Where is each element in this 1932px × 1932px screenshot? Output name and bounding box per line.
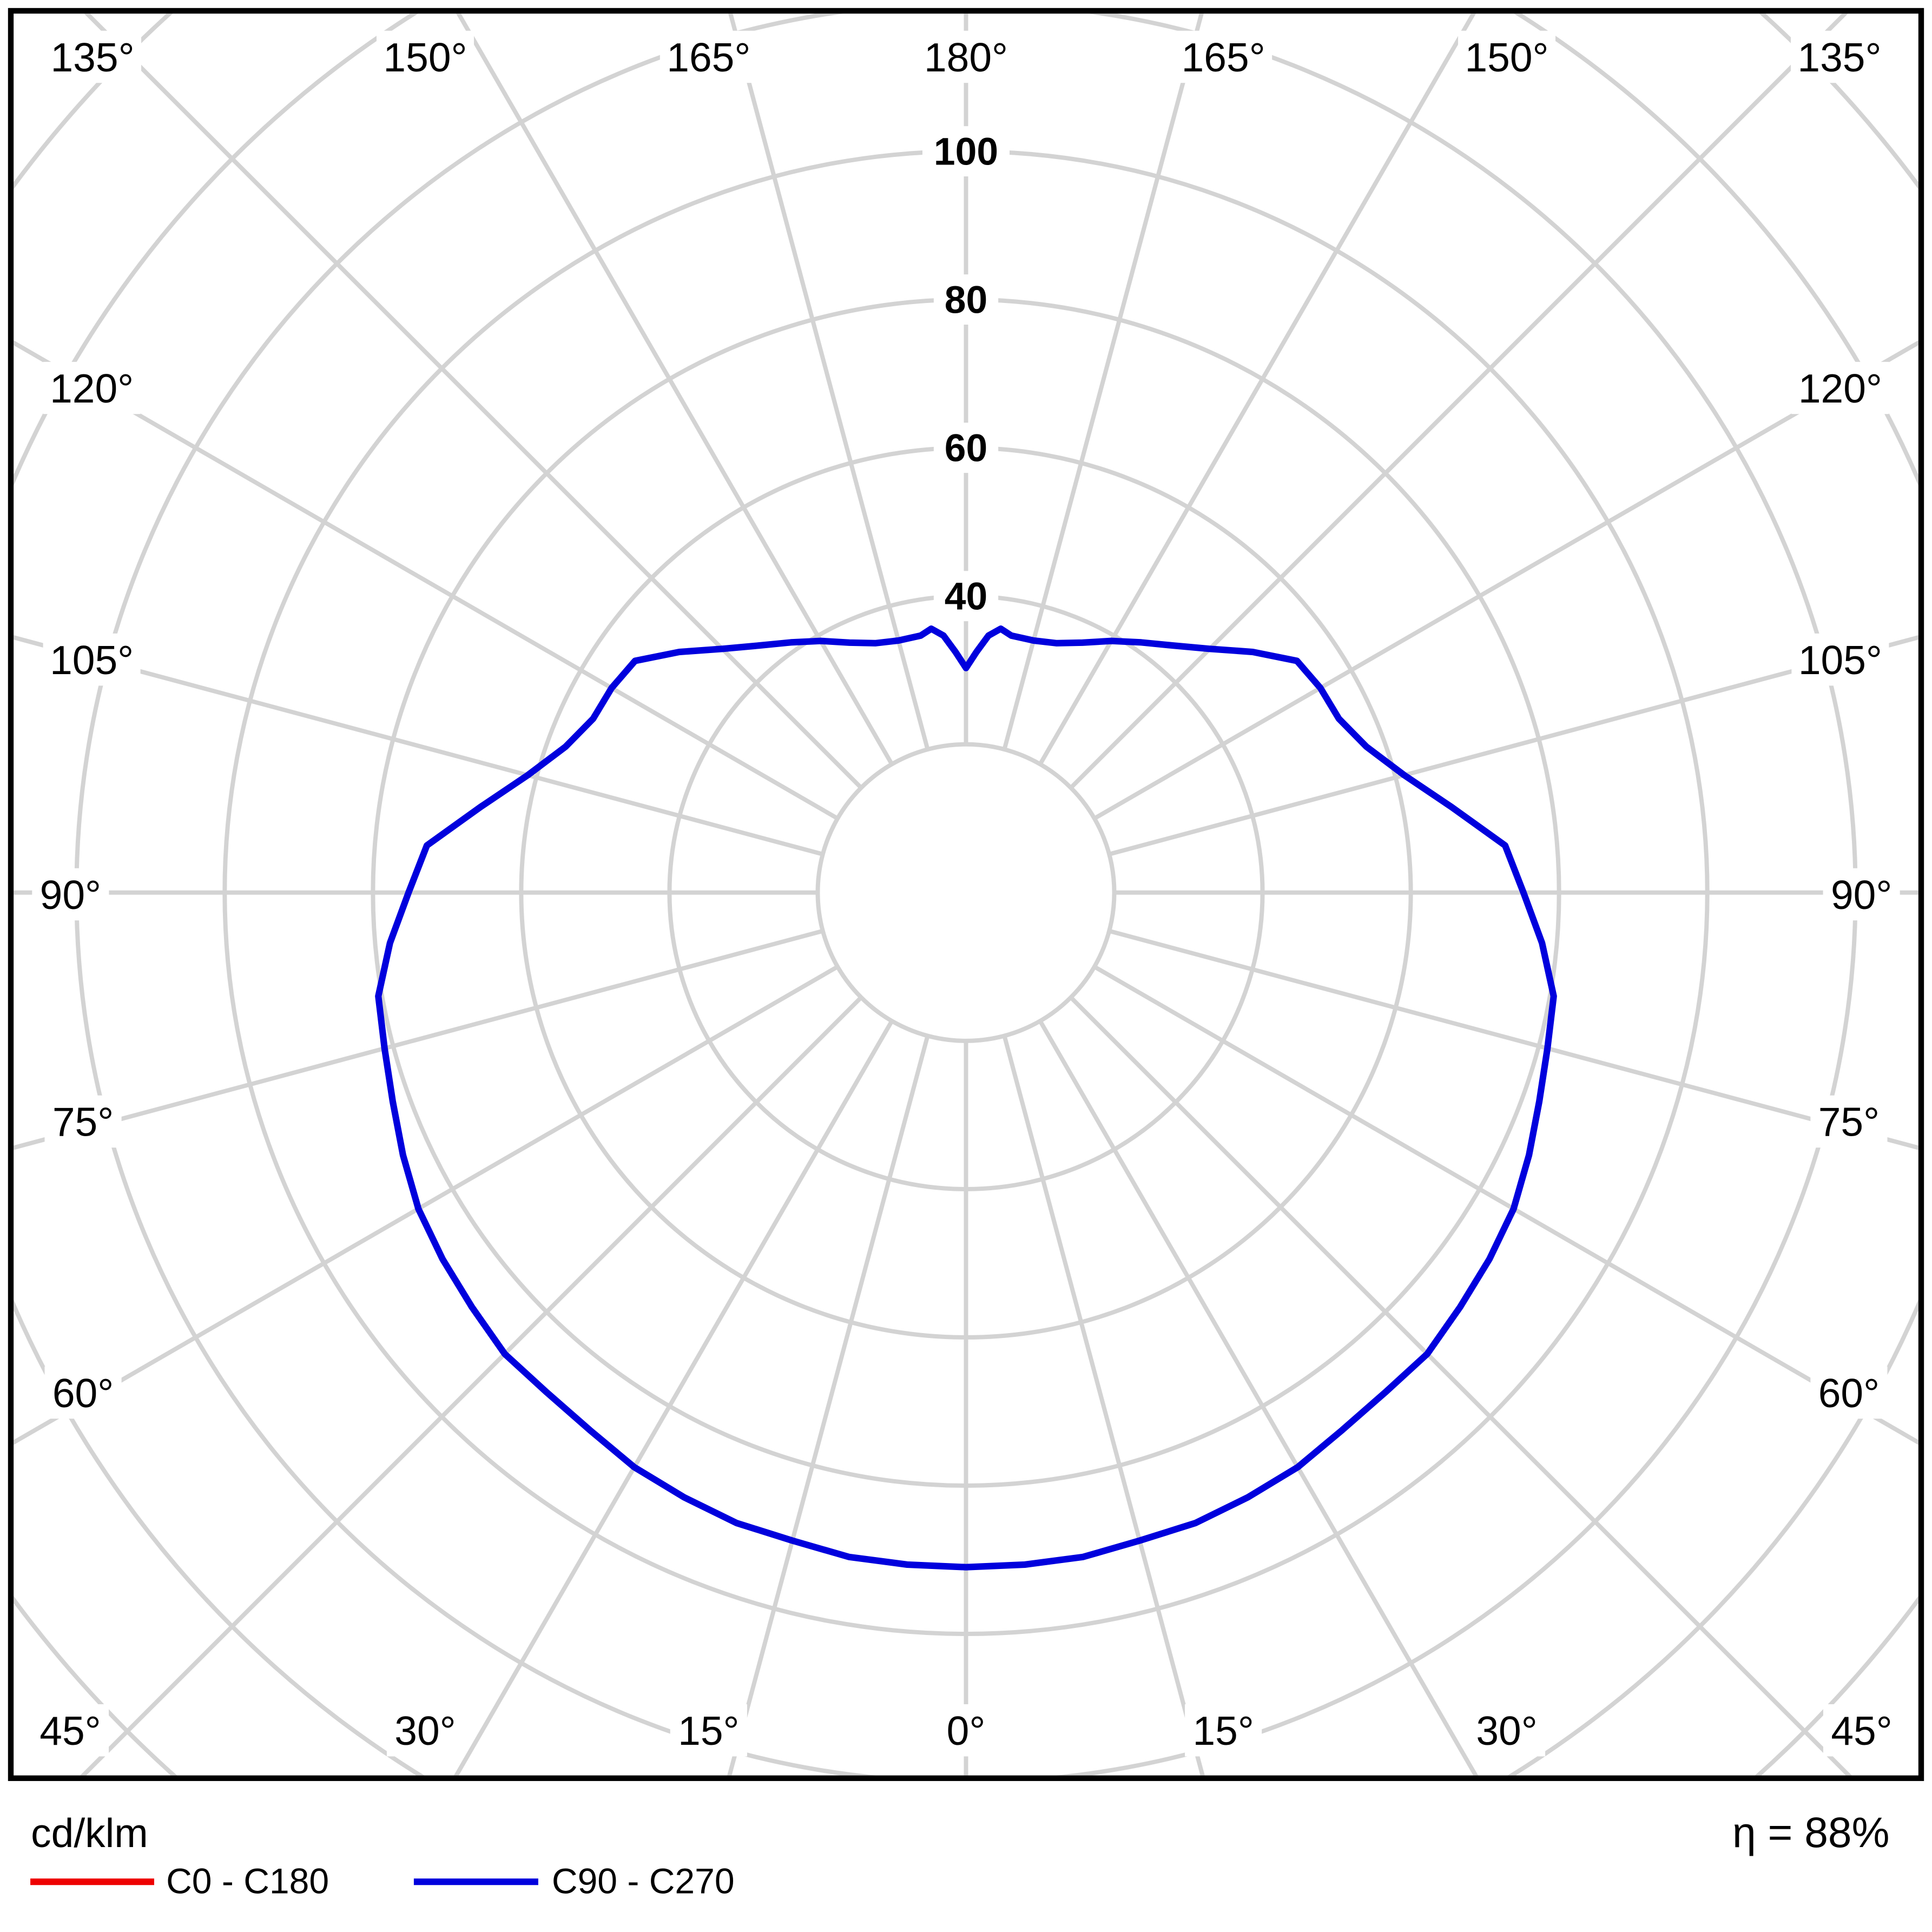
radial-tick-label-60: 60 [945, 427, 987, 470]
radial-tick-bg [922, 126, 1010, 177]
angle-tick-bg [43, 361, 141, 414]
legend-label-c90-c270: C90 - C270 [552, 1861, 735, 1901]
efficiency-label: η = 88% [1732, 1809, 1889, 1856]
polar-spoke-240 [14, 340, 839, 821]
angle-tick-bg [1823, 1704, 1901, 1757]
polar-spoke-165 [1002, 14, 1204, 750]
angle-tick-bg [44, 1095, 122, 1148]
angle-tick-label-180°: 180° [924, 35, 1008, 80]
polar-ring-20 [815, 742, 1117, 1043]
polar-spoke-120 [1093, 340, 1918, 821]
angle-tick-label-0°: 0° [947, 1708, 986, 1753]
angle-tick-bg [1468, 1704, 1546, 1757]
angle-tick-label-45°: 45° [39, 1708, 101, 1753]
polar-spoke-285 [14, 928, 823, 1150]
polar-spoke-210 [456, 14, 894, 766]
angle-tick-bg [917, 30, 1015, 83]
polar-spoke-195 [728, 14, 930, 750]
polar-spoke-345 [727, 1035, 930, 1776]
legend-label-c0-c180: C0 - C180 [166, 1861, 329, 1901]
angle-tick-label-60°: 60° [1818, 1370, 1880, 1416]
angle-tick-label-45°: 45° [1831, 1708, 1892, 1753]
angle-tick-bg [44, 1366, 122, 1419]
angle-tick-label-150°: 150° [1465, 35, 1548, 80]
angle-tick-label-120°: 120° [1798, 366, 1882, 411]
angle-tick-bg [1175, 30, 1272, 83]
polar-spoke-105 [1109, 635, 1918, 856]
polar-spoke-60 [1093, 965, 1918, 1445]
unit-label: cd/klm [31, 1810, 148, 1856]
angle-tick-label-15°: 15° [678, 1708, 739, 1753]
angle-tick-label-135°: 135° [50, 35, 134, 80]
polar-spoke-15 [1002, 1035, 1205, 1776]
radial-tick-bg [933, 423, 999, 473]
angle-tick-bg [376, 30, 474, 83]
angle-tick-label-120°: 120° [50, 366, 134, 411]
angle-tick-label-90°: 90° [1831, 872, 1892, 918]
angle-tick-bg [44, 30, 142, 83]
angle-tick-bg [670, 1704, 747, 1757]
axis-tick-labels: 40 60 80 100 135° 150° 165° 180° 165° 150° 135° 120… [31, 30, 1901, 1757]
angle-tick-label-135°: 135° [1797, 35, 1881, 80]
angle-tick-label-30°: 30° [1476, 1708, 1537, 1753]
angle-tick-label-15°: 15° [1192, 1708, 1254, 1753]
intensity-curves [375, 625, 1557, 1571]
angle-tick-bg [386, 1704, 464, 1757]
plot-frame [8, 8, 1924, 1781]
angle-tick-bg [43, 633, 141, 686]
angle-tick-label-75°: 75° [52, 1099, 114, 1145]
angle-tick-bg [1823, 868, 1900, 921]
angle-tick-label-90°: 90° [40, 872, 101, 918]
angle-tick-bg [1185, 1704, 1262, 1757]
angle-tick-bg [660, 30, 757, 83]
polar-spoke-300 [14, 965, 839, 1445]
polar-spoke-255 [14, 635, 823, 856]
polar-spoke-150 [1038, 14, 1476, 766]
legend: C0 - C180 C90 - C270 [30, 1861, 735, 1901]
polar-spoke-30 [1038, 1020, 1479, 1776]
angle-tick-bg [938, 1704, 994, 1757]
angle-tick-bg [1458, 30, 1556, 83]
angle-tick-bg [1810, 1095, 1888, 1148]
radial-tick-bg [933, 274, 999, 325]
angle-tick-label-165°: 165° [1182, 35, 1265, 80]
angle-tick-bg [1791, 361, 1889, 414]
angle-tick-label-60°: 60° [52, 1370, 114, 1416]
radial-tick-label-80: 80 [945, 279, 987, 322]
angle-tick-label-75°: 75° [1818, 1099, 1880, 1145]
polar-spoke-330 [453, 1020, 894, 1776]
angle-tick-label-30°: 30° [394, 1708, 456, 1753]
angle-tick-bg [1791, 633, 1889, 686]
curve-C90-C270 [375, 625, 1557, 1571]
angle-tick-bg [31, 1704, 109, 1757]
polar-spoke-315 [80, 995, 863, 1776]
angle-tick-bg [1810, 1366, 1888, 1419]
radial-tick-label-40: 40 [945, 575, 987, 618]
angle-tick-bg [32, 868, 109, 921]
angle-tick-label-165°: 165° [667, 35, 750, 80]
polar-spoke-45 [1069, 995, 1852, 1776]
angle-tick-bg [1790, 30, 1888, 83]
angle-tick-label-150°: 150° [383, 35, 467, 80]
radial-tick-bg [933, 571, 999, 622]
polar-spoke-75 [1109, 928, 1918, 1150]
angle-tick-label-105°: 105° [50, 637, 134, 683]
radial-tick-label-100: 100 [934, 130, 998, 174]
angle-tick-label-105°: 105° [1798, 637, 1882, 683]
